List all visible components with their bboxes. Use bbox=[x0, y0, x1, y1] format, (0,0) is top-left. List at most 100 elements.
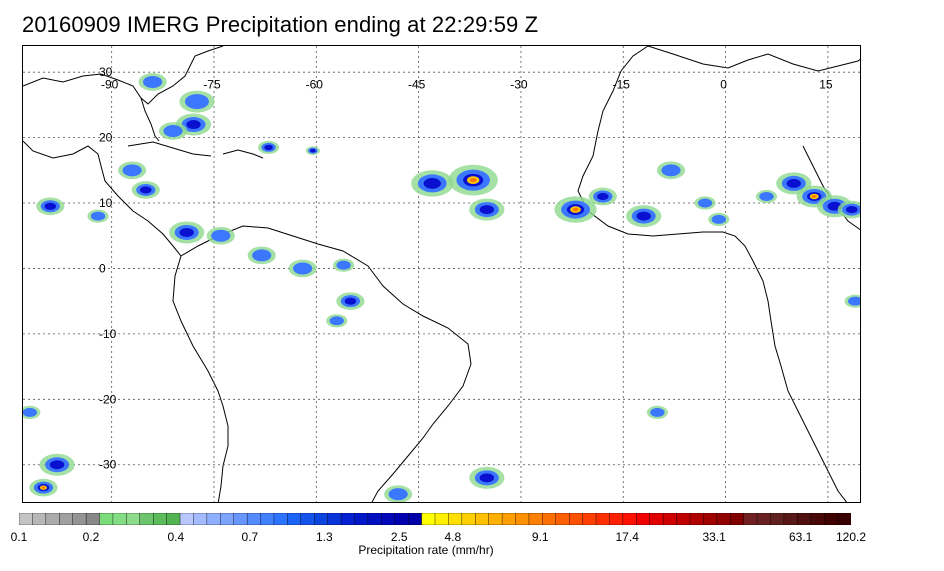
colorbar-swatch bbox=[32, 513, 47, 525]
colorbar-swatch bbox=[112, 513, 127, 525]
precip-contour bbox=[211, 229, 231, 242]
colorbar-swatch bbox=[85, 513, 101, 525]
colorbar-swatch bbox=[515, 513, 530, 525]
latitude-label: -10 bbox=[99, 327, 117, 341]
colorbar-swatch bbox=[340, 513, 355, 525]
precip-cell bbox=[179, 90, 215, 113]
precip-cell bbox=[23, 405, 41, 419]
precip-contour bbox=[140, 186, 152, 194]
colorbar-swatch bbox=[703, 513, 718, 525]
precip-contour bbox=[846, 205, 858, 214]
coastline-north-america bbox=[23, 46, 224, 105]
precip-contour bbox=[143, 75, 163, 88]
precip-cell bbox=[448, 164, 498, 196]
coastlines bbox=[23, 46, 860, 502]
precip-cell bbox=[131, 181, 160, 199]
coastline-hispaniola bbox=[222, 149, 264, 159]
precip-cell bbox=[326, 314, 348, 328]
latitude-label: 10 bbox=[99, 196, 113, 210]
colorbar-swatch bbox=[743, 513, 758, 525]
precip-contour bbox=[184, 94, 209, 110]
colorbar-swatch bbox=[19, 513, 33, 525]
colorbar-swatch bbox=[233, 513, 248, 525]
colorbar-swatch bbox=[609, 513, 624, 525]
precip-cell bbox=[694, 196, 716, 210]
precip-cell bbox=[588, 187, 617, 206]
precip-contour bbox=[329, 316, 344, 326]
precip-contour bbox=[423, 178, 441, 189]
precip-contour bbox=[847, 296, 860, 306]
colorbar-swatch bbox=[139, 513, 154, 525]
colorbar-tick-label: 17.4 bbox=[615, 530, 639, 544]
precip-cell bbox=[469, 198, 505, 221]
precip-contour bbox=[759, 191, 774, 201]
colorbar-swatch bbox=[649, 513, 664, 525]
precip-cell bbox=[411, 170, 454, 197]
precip-cell bbox=[626, 205, 662, 228]
precip-contour bbox=[122, 164, 142, 177]
colorbar-swatch bbox=[179, 513, 194, 525]
latitude-label: 0 bbox=[99, 261, 106, 275]
colorbar-swatch bbox=[381, 513, 396, 525]
colorbar-tick-label: 9.1 bbox=[531, 530, 549, 544]
colorbar-swatch bbox=[461, 513, 476, 525]
precip-cell bbox=[469, 466, 505, 489]
precip-cell bbox=[384, 485, 413, 502]
precip-cell bbox=[138, 73, 167, 91]
precip-contour bbox=[186, 120, 201, 130]
precip-contour bbox=[336, 260, 351, 270]
longitude-label: -45 bbox=[408, 78, 426, 92]
precip-contour bbox=[179, 227, 194, 237]
coastline-africa bbox=[577, 46, 848, 502]
colorbar-swatch bbox=[273, 513, 288, 525]
precip-cell bbox=[29, 478, 58, 497]
colorbar-swatch bbox=[488, 513, 503, 525]
colorbar-tick-label: 0.7 bbox=[241, 530, 259, 544]
precip-cell bbox=[118, 161, 147, 180]
colorbar-swatch bbox=[662, 513, 678, 525]
map-canvas: -90 -75 -60 -45 -30 -15 0 15 30 20 10 0 -10 -20 -30 bbox=[23, 46, 860, 502]
map-title: 20160909 IMERG Precipitation ending at 2… bbox=[22, 12, 539, 37]
coastline-africa-north bbox=[647, 46, 860, 72]
precip-contour bbox=[344, 297, 357, 305]
precip-contour bbox=[44, 202, 57, 210]
colorbar-swatch bbox=[770, 513, 785, 525]
colorbar-swatch bbox=[542, 513, 557, 525]
longitude-label: -90 bbox=[101, 78, 119, 92]
precip-cell bbox=[288, 259, 317, 278]
precip-contour bbox=[388, 488, 408, 501]
colorbar-swatch bbox=[810, 513, 825, 525]
precip-cell bbox=[169, 221, 205, 244]
precip-contour bbox=[636, 211, 651, 221]
precip-contour bbox=[697, 198, 713, 208]
precip-cell bbox=[39, 453, 75, 476]
precip-contour bbox=[811, 194, 817, 199]
coastline-south-america bbox=[180, 225, 472, 502]
colorbar-swatch bbox=[206, 513, 221, 525]
colorbar-tick-label: 33.1 bbox=[702, 530, 726, 544]
colorbar-tick-label: 0.1 bbox=[10, 530, 28, 544]
precip-contour bbox=[310, 148, 316, 153]
coastline-south-america-west bbox=[172, 255, 229, 502]
precip-cell bbox=[336, 292, 365, 310]
colorbar-swatch bbox=[407, 513, 423, 525]
colorbar-swatch bbox=[72, 513, 87, 525]
graticule bbox=[23, 46, 860, 502]
colorbar-swatch bbox=[636, 513, 651, 525]
colorbar-title: Precipitation rate (mm/hr) bbox=[358, 543, 494, 557]
precip-contour bbox=[252, 249, 272, 262]
precip-cell bbox=[646, 405, 668, 419]
precip-cell bbox=[844, 294, 860, 308]
precip-cell bbox=[158, 122, 188, 140]
precip-cell bbox=[755, 189, 778, 204]
precip-contour bbox=[711, 214, 726, 224]
precip-cell bbox=[87, 209, 109, 223]
colorbar-swatch bbox=[475, 513, 490, 525]
precip-contour bbox=[23, 407, 38, 417]
colorbar-swatch bbox=[837, 513, 851, 525]
colorbar-swatch bbox=[730, 513, 745, 525]
colorbar-swatch bbox=[448, 513, 463, 525]
coastline-florida bbox=[140, 97, 160, 142]
colorbar-swatch bbox=[99, 513, 114, 525]
precip-cell bbox=[333, 258, 355, 272]
